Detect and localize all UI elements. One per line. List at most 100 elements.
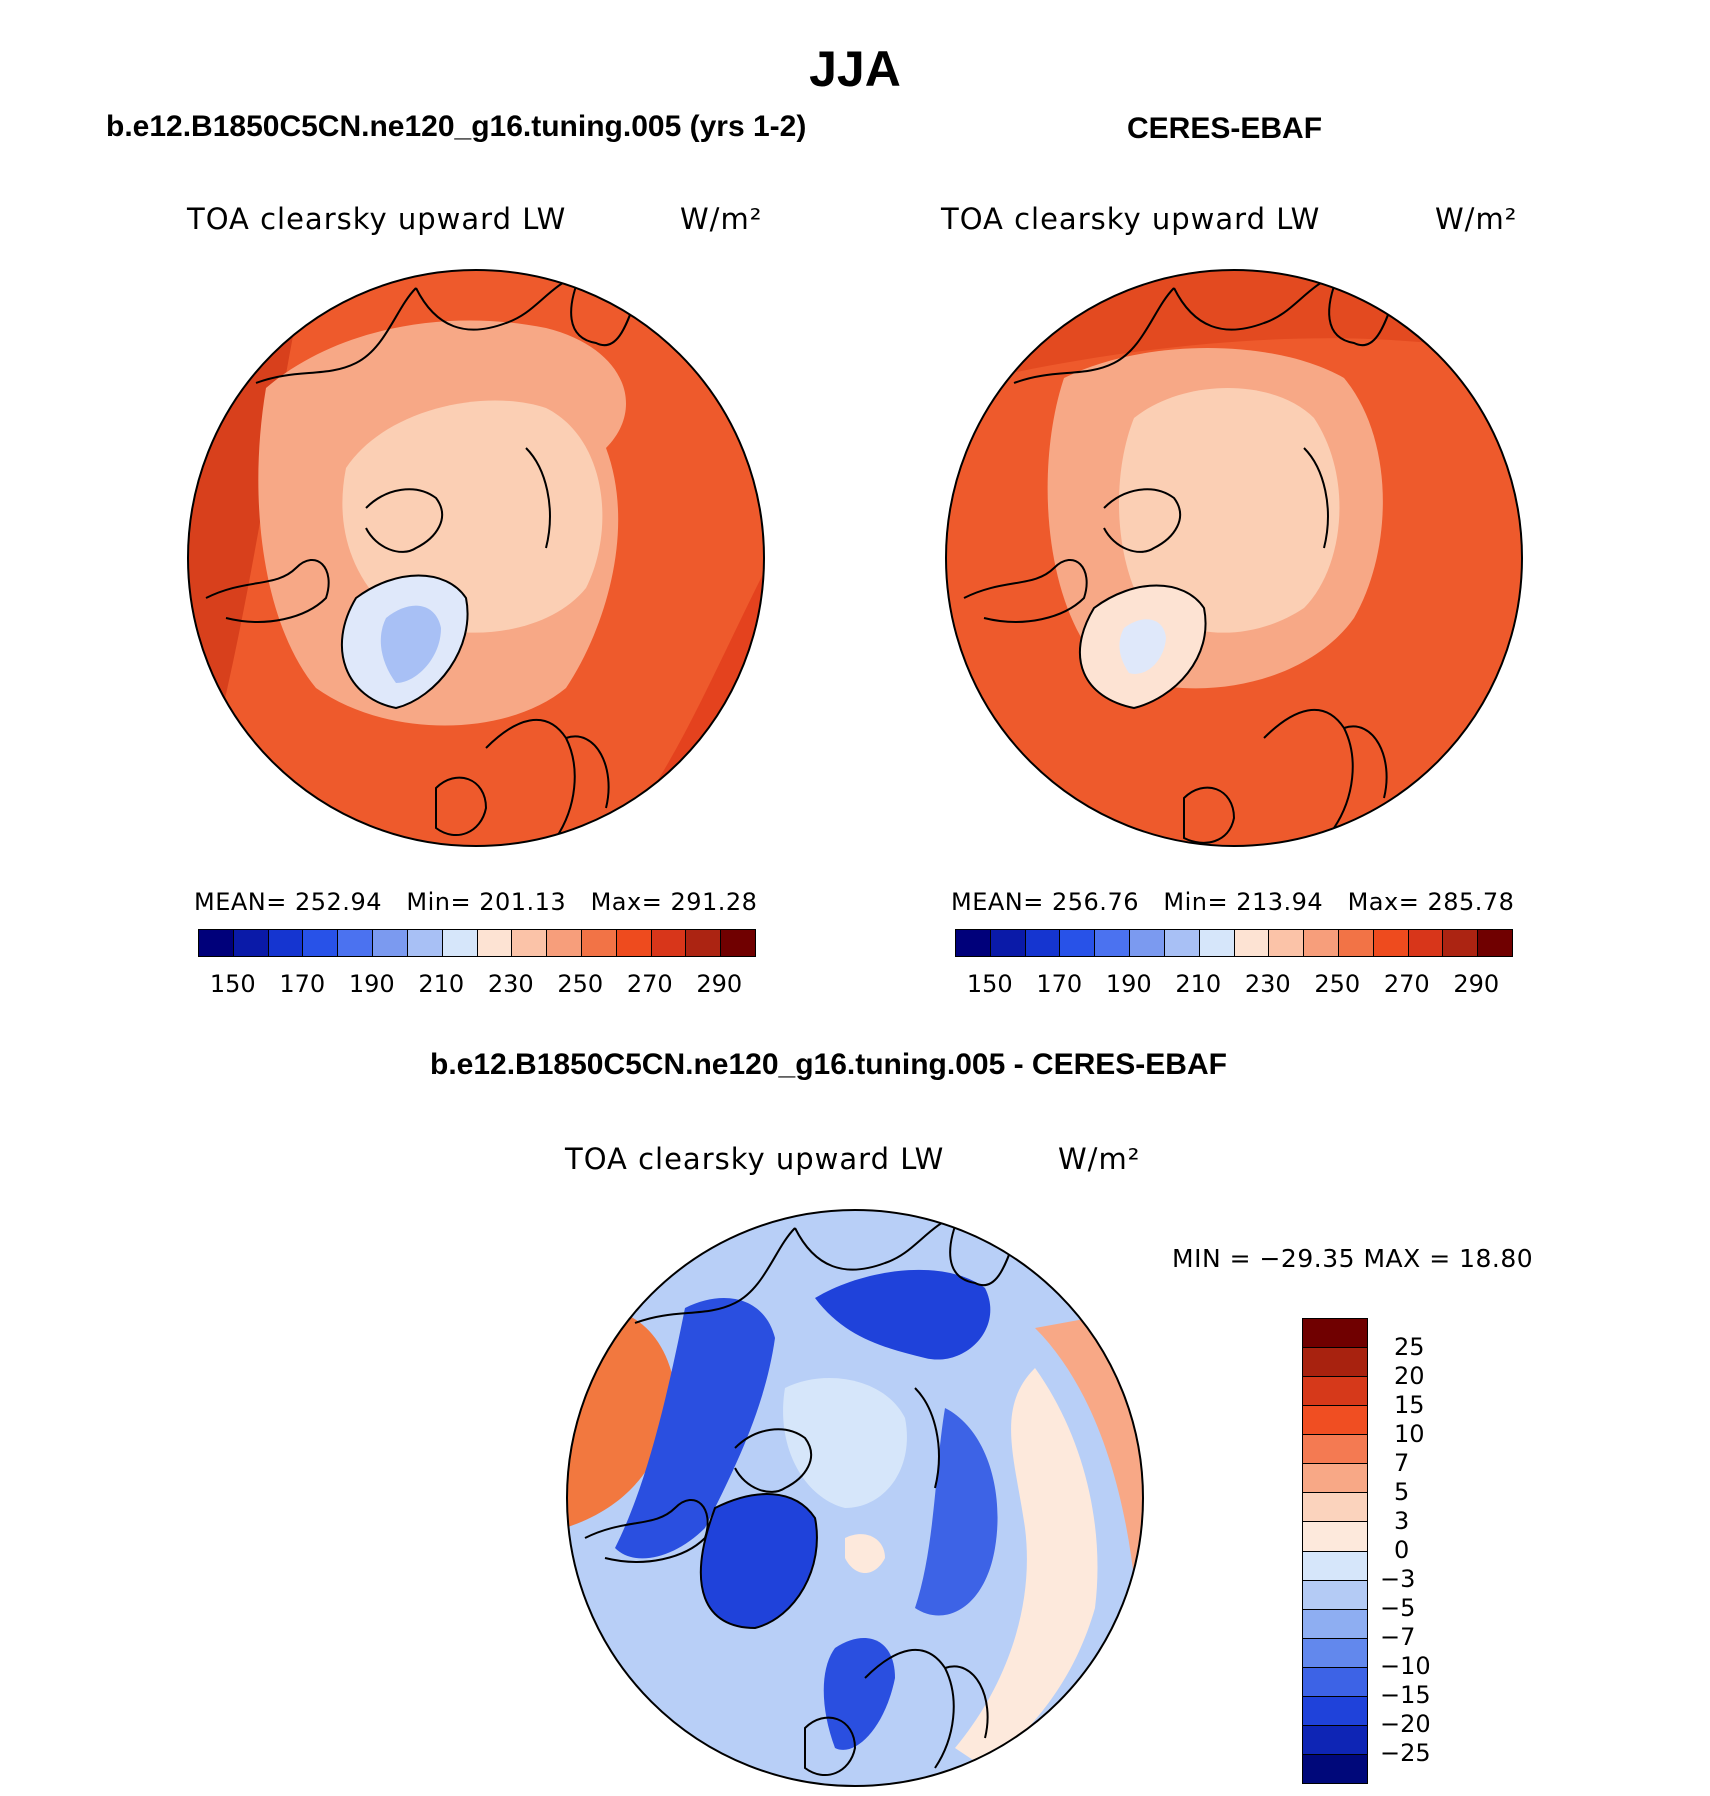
colorbar-tick-label: 20	[1394, 1362, 1425, 1390]
colorbar-swatch	[616, 930, 652, 956]
obs-panel-title: CERES-EBAF	[1127, 112, 1323, 145]
colorbar-tick-label: 230	[1244, 970, 1291, 998]
colorbar-tick-label: 25	[1394, 1333, 1425, 1361]
colorbar-swatch	[651, 930, 687, 956]
coastlines	[584, 1212, 1016, 1777]
colorbar-swatch	[1303, 1638, 1367, 1668]
colorbar-swatch	[1303, 1406, 1367, 1436]
colorbar-tick-label: −5	[1380, 1594, 1416, 1622]
obs-units-label: W/m²	[1435, 202, 1518, 236]
mean-value: 252.94	[295, 888, 382, 916]
colorbar-swatch	[1303, 1493, 1367, 1523]
colorbar-swatch	[268, 930, 304, 956]
model-panel-title: b.e12.B1850C5CN.ne120_g16.tuning.005 (yr…	[106, 110, 807, 143]
diff-polar-map	[566, 1209, 1144, 1787]
colorbar-tick-label: 290	[696, 970, 743, 998]
colorbar-swatch	[990, 930, 1026, 956]
colorbar-swatch	[1164, 930, 1200, 956]
obs-colorbar	[955, 929, 1513, 957]
min-value: 201.13	[479, 888, 567, 916]
diff-colorbar	[1302, 1318, 1368, 1784]
colorbar-swatch	[338, 930, 374, 956]
max-value: 291.28	[670, 888, 758, 916]
colorbar-swatch	[1478, 930, 1512, 956]
colorbar-swatch	[686, 930, 722, 956]
colorbar-tick-label: 210	[1175, 970, 1222, 998]
colorbar-tick-label: 270	[626, 970, 673, 998]
colorbar-tick-label: −10	[1380, 1652, 1431, 1680]
diff-minmax: MIN = −29.35 MAX = 18.80	[1172, 1244, 1534, 1273]
colorbar-swatch	[1130, 930, 1165, 956]
colorbar-swatch	[303, 930, 339, 956]
greenland-core	[380, 605, 441, 683]
diff-variable-label: TOA clearsky upward LW	[565, 1142, 945, 1176]
diff-panel-title: b.e12.B1850C5CN.ne120_g16.tuning.005 - C…	[430, 1048, 1227, 1081]
min-label: Min=	[1163, 888, 1229, 916]
colorbar-swatch	[1304, 930, 1339, 956]
colorbar-tick-label: 250	[1314, 970, 1361, 998]
arctic-region	[342, 400, 603, 633]
colorbar-swatch	[1303, 1754, 1367, 1783]
neutral-band	[955, 1368, 1098, 1768]
map-boundary	[945, 269, 1523, 847]
colorbar-swatch	[1269, 930, 1305, 956]
coastlines	[205, 272, 637, 839]
model-polar-map	[187, 269, 765, 847]
cold-anomaly	[915, 1408, 998, 1616]
cold-anomaly	[615, 1298, 775, 1559]
obs-stats: MEAN= 256.76 Min= 213.94 Max= 285.78	[951, 888, 1514, 916]
colorbar-swatch	[477, 930, 513, 956]
colorbar-tick-label: 290	[1453, 970, 1500, 998]
colorbar-swatch	[1303, 1696, 1367, 1726]
greenland-anomaly	[700, 1494, 817, 1628]
cold-anomaly	[815, 1269, 991, 1360]
colorbar-swatch	[1303, 1319, 1367, 1349]
min-value: 213.94	[1236, 888, 1324, 916]
main-title: JJA	[809, 41, 901, 97]
model-colorbar-ticks: 150 170 190 210 230 250 270 290	[198, 970, 754, 1000]
colorbar-tick-label: 270	[1383, 970, 1430, 998]
colorbar-swatch	[1303, 1464, 1367, 1494]
colorbar-tick-label: −20	[1380, 1710, 1431, 1738]
mean-value: 256.76	[1052, 888, 1139, 916]
colorbar-tick-label: −15	[1380, 1681, 1431, 1709]
map-boundary	[187, 269, 765, 847]
colorbar-tick-label: 230	[487, 970, 534, 998]
colorbar-swatch	[442, 930, 478, 956]
colorbar-swatch	[1234, 930, 1270, 956]
colorbar-swatch	[373, 930, 408, 956]
colorbar-swatch	[1338, 930, 1374, 956]
colorbar-swatch	[1303, 1667, 1367, 1697]
colorbar-swatch	[1303, 1725, 1367, 1755]
warm-anomaly	[965, 1308, 1143, 1786]
colorbar-swatch	[547, 930, 582, 956]
obs-variable-label: TOA clearsky upward LW	[941, 202, 1321, 236]
model-stats: MEAN= 252.94 Min= 201.13 Max= 291.28	[194, 888, 757, 916]
colorbar-swatch	[199, 930, 234, 956]
colorbar-tick-label: −3	[1380, 1565, 1416, 1593]
colorbar-swatch	[1443, 930, 1479, 956]
colorbar-tick-label: 190	[1105, 970, 1152, 998]
colorbar-swatch	[1303, 1377, 1367, 1407]
colorbar-tick-label: 210	[418, 970, 465, 998]
colorbar-tick-label: 0	[1394, 1536, 1410, 1564]
colorbar-swatch	[1303, 1435, 1367, 1465]
diff-units-label: W/m²	[1058, 1142, 1141, 1176]
colorbar-tick-label: 170	[279, 970, 326, 998]
model-variable-label: TOA clearsky upward LW	[187, 202, 567, 236]
max-label: Max=	[1347, 888, 1420, 916]
colorbar-swatch	[1303, 1348, 1367, 1378]
coastlines	[963, 272, 1395, 844]
model-colorbar	[198, 929, 756, 957]
colorbar-tick-label: 7	[1394, 1449, 1410, 1477]
colorbar-tick-label: −25	[1380, 1739, 1431, 1767]
colorbar-tick-label: 5	[1394, 1478, 1410, 1506]
mean-label: MEAN=	[194, 888, 287, 916]
greenland-core	[1119, 619, 1166, 674]
colorbar-swatch	[1373, 930, 1409, 956]
obs-colorbar-ticks: 150 170 190 210 230 250 270 290	[955, 970, 1511, 1000]
colorbar-tick-label: 10	[1394, 1420, 1425, 1448]
obs-polar-map	[945, 269, 1523, 847]
arctic-region	[1119, 388, 1340, 633]
colorbar-swatch	[1025, 930, 1061, 956]
